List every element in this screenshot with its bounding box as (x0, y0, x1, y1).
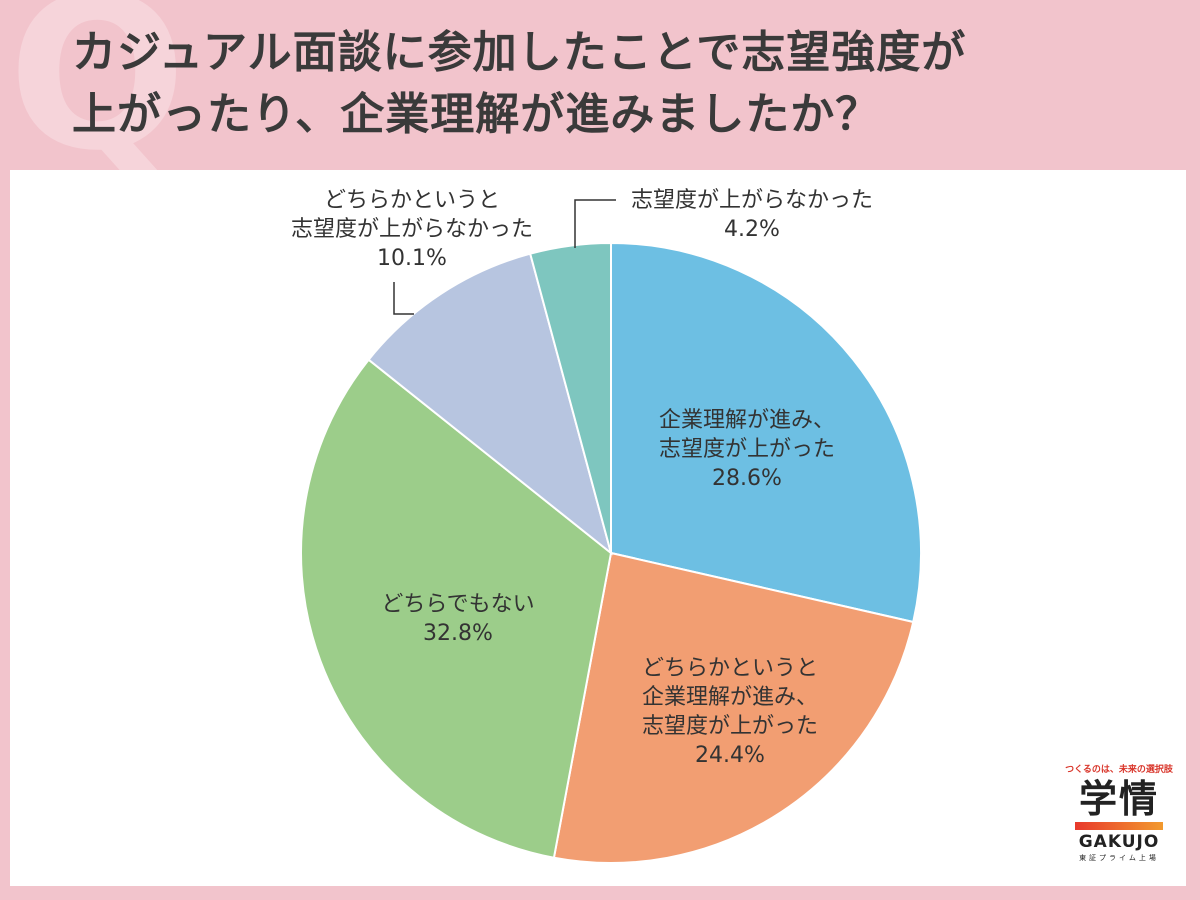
logo-tagline: つくるのは、未来の選択肢 (1065, 765, 1173, 775)
slice-value: 10.1% (377, 246, 447, 271)
slice-label-somewhat-agree: どちらかというと 企業理解が進み、 志望度が上がった 24.4% (610, 654, 850, 770)
pie-slice-disagree (528, 241, 612, 554)
pie-slice-somewhat-agree (552, 551, 915, 865)
slice-label-line: 志望度が上がった (658, 437, 835, 462)
chart-title: カジュアル面談に参加したことで志望強度が 上がったり、企業理解が進みましたか？ (72, 22, 1172, 146)
slice-label-line: 志望度が上がらなかった (630, 188, 873, 213)
title-line-1: カジュアル面談に参加したことで志望強度が (72, 27, 967, 78)
logo-mark: 学情 (1078, 777, 1159, 821)
pie-slice-agree (610, 241, 922, 624)
slice-label-line: 志望度が上がらなかった (290, 217, 533, 242)
slice-label-line: 志望度が上がった (641, 714, 818, 739)
slice-label-line: 企業理解が進み、 (641, 685, 818, 710)
slice-label-line: どちらかというと (641, 656, 818, 681)
pie-slice-neutral (300, 358, 613, 859)
slice-label-disagree: 志望度が上がらなかった 4.2% (622, 186, 882, 244)
background-q-decoration: Q (8, 0, 187, 197)
slice-value: 24.4% (695, 743, 765, 768)
logo-latin: GAKUJO (1078, 832, 1160, 852)
chart-panel: 企業理解が進み、 志望度が上がった 28.6% どちらかというと 企業理解が進み… (10, 170, 1186, 886)
logo-listing: 東証プライム上場 (1079, 854, 1159, 862)
leader-line-disagree (574, 199, 616, 248)
slice-label-line: どちらでもない (381, 592, 535, 617)
slice-label-neutral: どちらでもない 32.8% (358, 590, 558, 648)
logo-color-bar (1075, 822, 1163, 830)
pie-chart (300, 199, 922, 865)
slice-value: 32.8% (423, 621, 493, 646)
leader-line-somewhat-disagree (393, 282, 414, 315)
slice-label-line: 企業理解が進み、 (658, 408, 835, 433)
slice-value: 28.6% (712, 466, 782, 491)
gakujo-logo: つくるのは、未来の選択肢 学情 GAKUJO 東証プライム上場 (1055, 764, 1183, 880)
slice-label-somewhat-disagree: どちらかというと 志望度が上がらなかった 10.1% (272, 186, 552, 273)
slice-label-agree: 企業理解が進み、 志望度が上がった 28.6% (622, 406, 872, 493)
title-line-2: 上がったり、企業理解が進みましたか？ (72, 89, 881, 140)
slice-label-line: どちらかというと (323, 188, 500, 213)
slice-value: 4.2% (724, 217, 780, 242)
